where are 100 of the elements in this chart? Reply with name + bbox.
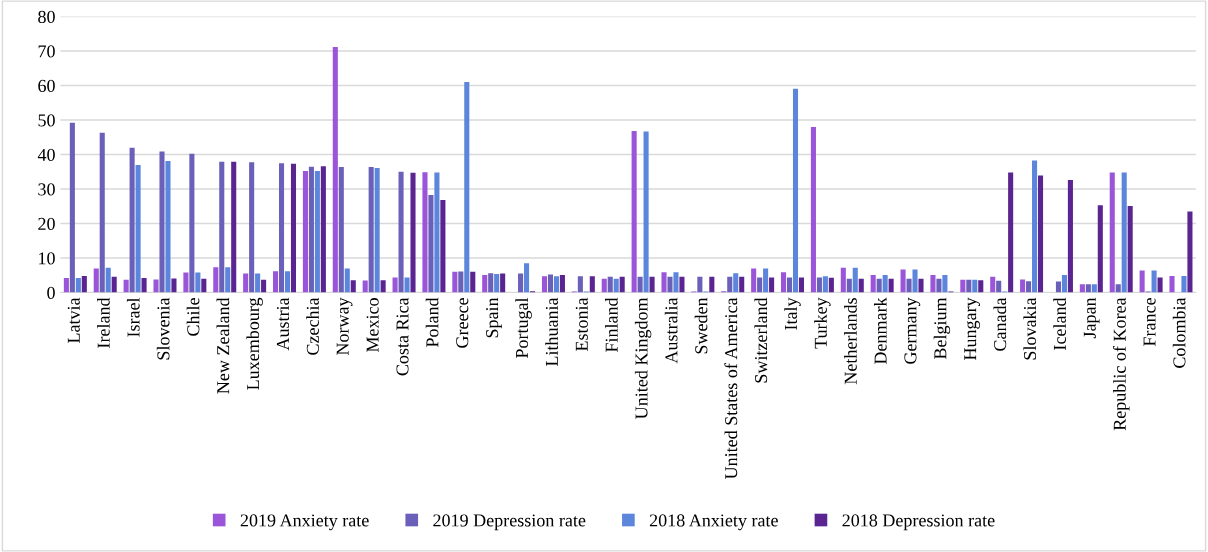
y-tick-label: 0 — [47, 286, 55, 299]
bar — [1079, 284, 1085, 293]
bar — [942, 274, 948, 293]
x-tick-label: France — [1143, 298, 1156, 347]
bar — [219, 161, 225, 293]
bar — [769, 277, 775, 293]
x-tick-label: New Zealand — [216, 297, 230, 394]
bar — [500, 273, 506, 293]
bar — [996, 280, 1002, 293]
bar — [978, 280, 984, 293]
bar — [404, 277, 410, 293]
x-tick-label: Poland — [425, 297, 439, 348]
bar — [912, 269, 918, 293]
bar — [494, 273, 500, 293]
x-tick-label: Canada — [993, 297, 1007, 351]
bar — [249, 162, 255, 293]
y-tick-label: 40 — [37, 148, 55, 161]
x-tick-label: Slovakia — [1023, 297, 1037, 360]
bar — [464, 82, 470, 293]
bar — [547, 274, 554, 293]
x-tick-label: United States of America — [724, 297, 738, 480]
y-tick-label: 10 — [39, 252, 55, 265]
bar — [201, 278, 207, 293]
bar — [906, 278, 912, 293]
bar — [763, 268, 769, 293]
bar — [189, 153, 195, 293]
bar — [410, 172, 416, 293]
x-tick-label: Costa Rica — [396, 297, 409, 376]
bar — [422, 172, 428, 293]
bar — [1187, 211, 1193, 293]
bar — [876, 278, 882, 293]
bar — [231, 161, 237, 293]
bar — [344, 268, 350, 293]
bar — [320, 166, 326, 293]
bar — [607, 276, 613, 293]
legend-label: 2018 Anxiety rate — [649, 514, 778, 531]
x-tick-label: Netherlands — [844, 298, 857, 385]
y-tick-label: 70 — [38, 45, 55, 58]
bar — [816, 277, 822, 293]
bar — [398, 171, 404, 293]
bar — [69, 122, 75, 293]
bar — [1026, 281, 1032, 293]
bar — [990, 276, 996, 293]
bar — [709, 276, 715, 293]
bar — [440, 200, 446, 293]
bar — [255, 273, 261, 293]
x-tick-label: Italy — [784, 297, 801, 330]
bar — [225, 267, 231, 293]
bar — [350, 280, 356, 293]
bar — [171, 278, 177, 293]
bar — [183, 272, 189, 293]
x-tick-label: Belgium — [933, 297, 951, 360]
x-tick-label: Spain — [486, 297, 502, 338]
bar — [781, 272, 787, 293]
bar — [613, 278, 619, 293]
bar — [1067, 180, 1073, 293]
bar — [261, 279, 267, 293]
bar — [165, 161, 171, 293]
bar — [338, 166, 344, 293]
x-tick-label: Mexico — [366, 298, 379, 353]
bar — [1091, 284, 1097, 293]
bar — [1181, 276, 1187, 293]
bar — [63, 278, 69, 293]
x-tick-label: Switzerland — [754, 297, 768, 383]
x-tick-label: Turkey — [814, 297, 831, 349]
bar — [434, 172, 440, 293]
bar — [518, 273, 524, 293]
bar — [243, 273, 249, 293]
bar — [153, 279, 159, 293]
bar — [960, 279, 966, 293]
bar — [888, 278, 894, 293]
bar — [619, 276, 625, 293]
bar — [1109, 172, 1115, 293]
bar — [667, 276, 673, 293]
bar — [428, 194, 434, 293]
x-tick-label: Israel — [126, 297, 140, 337]
bar — [828, 277, 834, 293]
x-tick-label: Czechia — [306, 297, 319, 355]
bar — [1121, 172, 1127, 293]
bar — [1085, 284, 1091, 293]
bar — [368, 166, 374, 293]
bar — [792, 88, 799, 293]
bar — [308, 166, 314, 293]
bar — [482, 274, 488, 293]
bar — [697, 276, 703, 293]
bar — [631, 131, 637, 293]
bar — [278, 163, 285, 293]
bar — [673, 272, 679, 293]
y-tick-label: 50 — [38, 114, 55, 127]
bar — [840, 267, 846, 293]
legend-label: 2019 Depression rate — [433, 514, 586, 531]
bar — [374, 168, 380, 293]
bar — [822, 276, 828, 293]
bar — [786, 277, 793, 293]
bar — [314, 171, 320, 293]
bar — [798, 277, 805, 293]
x-tick-label: Lithuania — [545, 297, 558, 367]
bar — [380, 280, 386, 293]
bar — [870, 274, 876, 293]
bar — [111, 276, 117, 293]
